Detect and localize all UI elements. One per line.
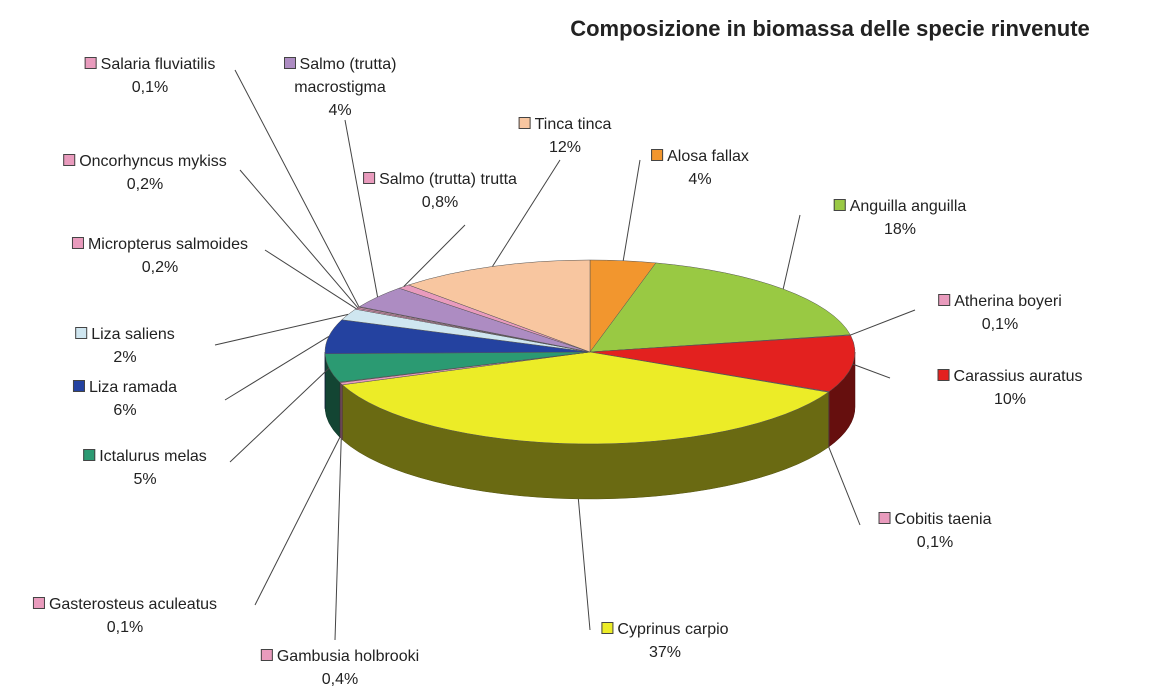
data-label: Cyprinus carpio 37% [601,618,729,664]
leader-line [334,438,342,641]
value-label: 18% [883,221,917,238]
legend-swatch [518,117,531,129]
leader-line [264,249,357,310]
legend-swatch [878,512,891,524]
chart-title: Composizione in biomassa delle specie ri… [570,16,1090,41]
value-label: 37% [648,644,682,661]
leader-line [850,309,916,336]
category-label: Salaria fluviatilis [100,56,216,73]
data-label: Salmo (trutta) macrostigma 4% [275,53,405,122]
leader-line [577,498,591,631]
legend-swatch [32,597,45,609]
value-label: 4% [328,102,352,119]
data-label: Oncorhyncus mykiss 0,2% [63,150,227,196]
category-label: Oncorhyncus mykiss [79,153,227,170]
data-label: Micropterus salmoides 0,2% [71,233,249,279]
legend-swatch [651,149,664,161]
value-label: 0,1% [131,79,169,96]
value-label: 0,2% [141,259,179,276]
slice-side [339,382,343,441]
leader-line [214,313,349,346]
category-label: Cobitis taenia [894,511,992,528]
leader-lines [214,69,916,641]
category-label: Cyprinus carpio [617,621,729,638]
value-label: 5% [133,471,157,488]
category-label: Gambusia holbrooki [276,648,420,665]
value-label: 6% [113,402,137,419]
value-label: 0,1% [981,316,1019,333]
slice [407,259,591,353]
category-label: Tinca tinca [534,116,612,133]
data-label: Alosa fallax 4% [651,145,749,191]
legend-swatch [72,380,85,392]
category-label: Anguilla anguilla [849,198,967,215]
legend-swatch [260,649,273,661]
data-label: Gasterosteus aculeatus 0,1% [32,593,218,639]
leader-line [622,159,641,261]
data-label: Salaria fluviatilis 0,1% [84,53,216,99]
category-label: Alosa fallax [667,148,749,165]
leader-line [224,336,330,401]
data-label: Cobitis taenia 0,1% [878,508,992,554]
leader-line [234,69,360,308]
leader-line [344,119,379,298]
category-label: Atherina boyeri [954,293,1062,310]
legend-swatch [938,294,951,306]
slice-tops [324,259,856,445]
data-label: Salmo (trutta) trutta 0,8% [363,168,517,214]
category-label: Liza ramada [88,379,178,396]
data-label: Carassius auratus 10% [937,365,1083,411]
value-label: 0,1% [916,534,954,551]
leader-line [229,367,330,463]
legend-swatch [84,57,97,69]
category-label: Salmo (trutta) macrostigma [294,56,397,96]
value-label: 4% [688,171,712,188]
leader-line [254,437,341,606]
data-label: Ictalurus melas 5% [83,445,207,491]
legend-swatch [71,237,84,249]
data-label: Liza ramada 6% [72,376,178,422]
leader-line [828,446,861,526]
value-label: 10% [993,391,1027,408]
value-label: 0,1% [106,619,144,636]
legend-swatch [283,57,296,69]
leader-line [852,363,891,379]
value-label: 2% [113,349,137,366]
legend-swatch [63,154,76,166]
data-label: Tinca tinca 12% [518,113,612,159]
leader-line [403,224,466,287]
category-label: Liza saliens [91,326,175,343]
legend-swatch [601,622,614,634]
category-label: Ictalurus melas [99,448,207,465]
value-label: 0,2% [126,176,164,193]
legend-swatch [75,327,88,339]
legend-swatch [833,199,846,211]
leader-line [782,214,801,290]
value-label: 0,8% [421,194,459,211]
slice [341,351,829,445]
value-label: 12% [548,139,582,156]
data-label: Anguilla anguilla 18% [833,195,967,241]
data-label: Gambusia holbrooki 0,4% [260,645,420,686]
category-label: Gasterosteus aculeatus [48,596,218,613]
category-label: Salmo (trutta) trutta [379,171,517,188]
legend-swatch [937,369,950,381]
slice [589,335,856,392]
value-label: 0,4% [321,671,359,686]
leader-line [239,169,359,309]
data-label: Atherina boyeri 0,1% [938,290,1062,336]
slice [589,262,851,353]
data-label: Liza saliens 2% [75,323,175,369]
category-label: Micropterus salmoides [87,236,249,253]
legend-swatch [83,449,96,461]
legend-swatch [363,172,376,184]
category-label: Carassius auratus [953,368,1083,385]
leader-line [492,159,561,267]
